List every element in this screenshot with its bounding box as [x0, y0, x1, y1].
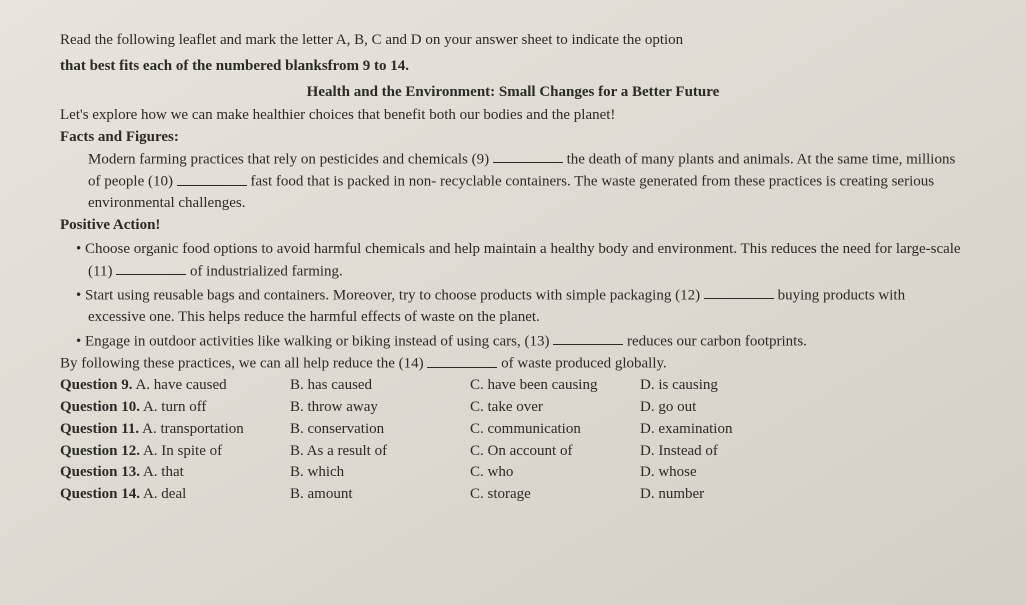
- question-row: Question 13. A. that B. which C. who D. …: [60, 462, 966, 484]
- facts-text-1: Modern farming practices that rely on pe…: [88, 151, 493, 167]
- opt-d[interactable]: D. is causing: [640, 375, 780, 397]
- bullet3-text-a: • Engage in outdoor activities like walk…: [76, 333, 553, 349]
- instructions-line2: that best fits each of the numbered blan…: [60, 56, 966, 78]
- bullet3-text-b: reduces our carbon footprints.: [627, 333, 807, 349]
- opt-c[interactable]: C. take over: [470, 397, 640, 419]
- q-label: Question 12.: [60, 443, 140, 459]
- q-label: Question 10.: [60, 399, 140, 415]
- bullet1-text-b: of industrialized farming.: [190, 263, 343, 279]
- q-label: Question 14.: [60, 486, 140, 502]
- opt-b[interactable]: B. has caused: [290, 375, 470, 397]
- blank-14[interactable]: [427, 353, 497, 368]
- opt-c[interactable]: C. have been causing: [470, 375, 640, 397]
- opt-c[interactable]: C. storage: [470, 484, 640, 506]
- opt-a[interactable]: A. have caused: [135, 377, 226, 393]
- opt-d[interactable]: D. go out: [640, 397, 780, 419]
- facts-paragraph: Modern farming practices that rely on pe…: [60, 149, 966, 215]
- facts-heading: Facts and Figures:: [60, 127, 966, 149]
- opt-d[interactable]: D. Instead of: [640, 441, 780, 463]
- opt-a[interactable]: A. turn off: [143, 399, 206, 415]
- opt-b[interactable]: B. amount: [290, 484, 470, 506]
- opt-d[interactable]: D. examination: [640, 419, 780, 441]
- closing-b: of waste produced globally.: [501, 356, 667, 372]
- q-label: Question 13.: [60, 464, 140, 480]
- intro-line: Let's explore how we can make healthier …: [60, 105, 966, 127]
- closing-a: By following these practices, we can all…: [60, 356, 427, 372]
- bullet-1: • Choose organic food options to avoid h…: [60, 239, 966, 283]
- document-body: Read the following leaflet and mark the …: [60, 30, 966, 506]
- opt-c[interactable]: C. communication: [470, 419, 640, 441]
- opt-a[interactable]: A. deal: [143, 486, 186, 502]
- question-row: Question 11. A. transportation B. conser…: [60, 419, 966, 441]
- questions-block: Question 9. A. have caused B. has caused…: [60, 375, 966, 506]
- blank-9[interactable]: [493, 149, 563, 164]
- blank-13[interactable]: [553, 331, 623, 346]
- opt-a[interactable]: A. transportation: [142, 421, 244, 437]
- opt-b[interactable]: B. which: [290, 462, 470, 484]
- q-label: Question 9.: [60, 377, 133, 393]
- opt-a[interactable]: A. that: [143, 464, 184, 480]
- opt-b[interactable]: B. As a result of: [290, 441, 470, 463]
- q-label: Question 11.: [60, 421, 139, 437]
- opt-d[interactable]: D. whose: [640, 462, 780, 484]
- opt-d[interactable]: D. number: [640, 484, 780, 506]
- bullet-2: • Start using reusable bags and containe…: [60, 285, 966, 329]
- question-row: Question 14. A. deal B. amount C. storag…: [60, 484, 966, 506]
- bullet-3: • Engage in outdoor activities like walk…: [60, 331, 966, 353]
- opt-b[interactable]: B. conservation: [290, 419, 470, 441]
- blank-12[interactable]: [704, 285, 774, 300]
- leaflet-title: Health and the Environment: Small Change…: [60, 82, 966, 104]
- blank-11[interactable]: [116, 261, 186, 276]
- positive-heading: Positive Action!: [60, 215, 966, 237]
- question-row: Question 10. A. turn off B. throw away C…: [60, 397, 966, 419]
- opt-c[interactable]: C. who: [470, 462, 640, 484]
- bullet2-text-a: • Start using reusable bags and containe…: [76, 287, 704, 303]
- instructions-line1: Read the following leaflet and mark the …: [60, 30, 966, 52]
- question-row: Question 9. A. have caused B. has caused…: [60, 375, 966, 397]
- question-row: Question 12. A. In spite of B. As a resu…: [60, 441, 966, 463]
- opt-b[interactable]: B. throw away: [290, 397, 470, 419]
- closing-line: By following these practices, we can all…: [60, 353, 966, 375]
- opt-c[interactable]: C. On account of: [470, 441, 640, 463]
- blank-10[interactable]: [177, 171, 247, 186]
- opt-a[interactable]: A. In spite of: [143, 443, 222, 459]
